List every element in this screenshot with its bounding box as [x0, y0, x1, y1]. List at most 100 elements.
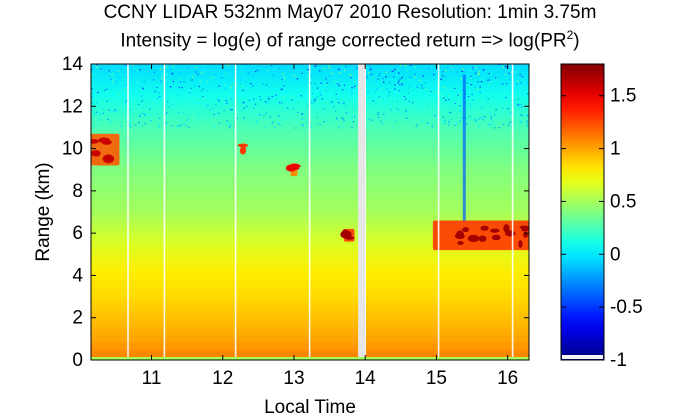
- noise-speckle: [440, 93, 443, 95]
- noise-speckle: [501, 85, 503, 87]
- noise-speckle: [390, 107, 392, 109]
- noise-speckle: [265, 126, 267, 128]
- noise-speckle: [389, 82, 391, 84]
- noise-speckle: [125, 84, 128, 86]
- noise-speckle: [391, 127, 394, 129]
- noise-speckle: [452, 69, 454, 71]
- noise-speckle: [527, 93, 529, 95]
- noise-speckle: [197, 98, 199, 100]
- noise-speckle: [448, 99, 450, 101]
- noise-speckle: [480, 85, 483, 87]
- noise-speckle: [514, 71, 517, 73]
- noise-speckle: [254, 70, 257, 72]
- noise-speckle: [413, 74, 416, 76]
- noise-speckle: [467, 74, 469, 76]
- noise-speckle: [314, 83, 317, 85]
- noise-speckle: [181, 90, 184, 92]
- noise-speckle: [490, 116, 492, 118]
- noise-speckle: [450, 66, 452, 68]
- noise-speckle: [252, 100, 255, 102]
- noise-speckle: [500, 76, 502, 78]
- noise-speckle: [434, 114, 436, 117]
- noise-speckle: [220, 105, 223, 107]
- noise-speckle: [181, 87, 183, 89]
- noise-speckle: [282, 73, 284, 75]
- noise-speckle: [505, 73, 507, 75]
- noise-speckle: [406, 69, 408, 71]
- noise-speckle: [108, 70, 110, 72]
- noise-speckle: [428, 104, 431, 106]
- noise-speckle: [314, 109, 316, 111]
- noise-speckle: [400, 80, 403, 82]
- noise-speckle: [265, 84, 268, 86]
- noise-speckle: [511, 114, 513, 116]
- noise-speckle: [100, 69, 102, 71]
- noise-speckle: [402, 75, 404, 78]
- noise-speckle: [477, 81, 479, 83]
- noise-speckle: [498, 127, 500, 129]
- noise-speckle: [207, 90, 209, 92]
- noise-speckle: [325, 78, 327, 80]
- cloud-core: [503, 224, 510, 233]
- noise-speckle: [345, 112, 348, 114]
- noise-speckle: [275, 94, 277, 96]
- noise-speckle: [250, 83, 252, 85]
- noise-speckle: [513, 121, 515, 123]
- noise-speckle: [258, 114, 260, 116]
- data-gap-line: [127, 64, 129, 360]
- noise-speckle: [400, 112, 402, 115]
- noise-speckle: [455, 71, 458, 73]
- noise-speckle: [154, 69, 156, 72]
- noise-speckle: [212, 107, 214, 109]
- noise-speckle: [472, 99, 474, 101]
- noise-speckle: [229, 125, 231, 127]
- noise-speckle: [198, 112, 200, 115]
- noise-speckle: [188, 114, 191, 116]
- noise-speckle: [457, 94, 459, 96]
- noise-speckle: [108, 109, 110, 111]
- noise-speckle: [108, 119, 111, 121]
- noise-speckle: [350, 77, 352, 79]
- noise-speckle: [166, 79, 169, 81]
- noise-speckle: [142, 106, 145, 108]
- noise-speckle: [96, 64, 98, 66]
- noise-speckle: [502, 66, 505, 68]
- noise-speckle: [412, 116, 415, 118]
- noise-speckle: [469, 103, 471, 105]
- noise-speckle: [443, 120, 445, 122]
- noise-speckle: [183, 83, 185, 85]
- noise-speckle: [388, 91, 391, 93]
- noise-speckle: [243, 107, 246, 109]
- noise-speckle: [504, 65, 507, 68]
- noise-speckle: [207, 104, 209, 106]
- noise-speckle: [401, 83, 403, 85]
- noise-speckle: [212, 94, 214, 96]
- noise-speckle: [291, 99, 293, 101]
- y-tick-label: 12: [62, 96, 83, 117]
- noise-speckle: [396, 74, 398, 76]
- cloud-core: [340, 230, 352, 239]
- noise-speckle: [329, 102, 332, 105]
- noise-speckle: [213, 113, 215, 116]
- noise-speckle: [381, 80, 383, 82]
- noise-speckle: [307, 104, 309, 107]
- noise-speckle: [186, 119, 189, 121]
- noise-speckle: [428, 84, 430, 86]
- noise-speckle: [95, 65, 97, 67]
- noise-speckle: [184, 98, 187, 101]
- noise-speckle: [472, 66, 474, 68]
- noise-speckle: [482, 119, 484, 121]
- noise-speckle: [382, 87, 384, 89]
- noise-speckle: [316, 116, 318, 119]
- cloud-core: [462, 227, 469, 233]
- noise-speckle: [481, 102, 484, 104]
- noise-speckle: [474, 72, 477, 74]
- noise-speckle: [130, 123, 132, 125]
- noise-speckle: [511, 125, 513, 127]
- noise-speckle: [338, 83, 341, 85]
- noise-speckle: [447, 124, 450, 126]
- noise-speckle: [128, 124, 130, 126]
- noise-speckle: [523, 68, 526, 71]
- noise-speckle: [522, 89, 525, 91]
- cloud-core: [518, 240, 523, 248]
